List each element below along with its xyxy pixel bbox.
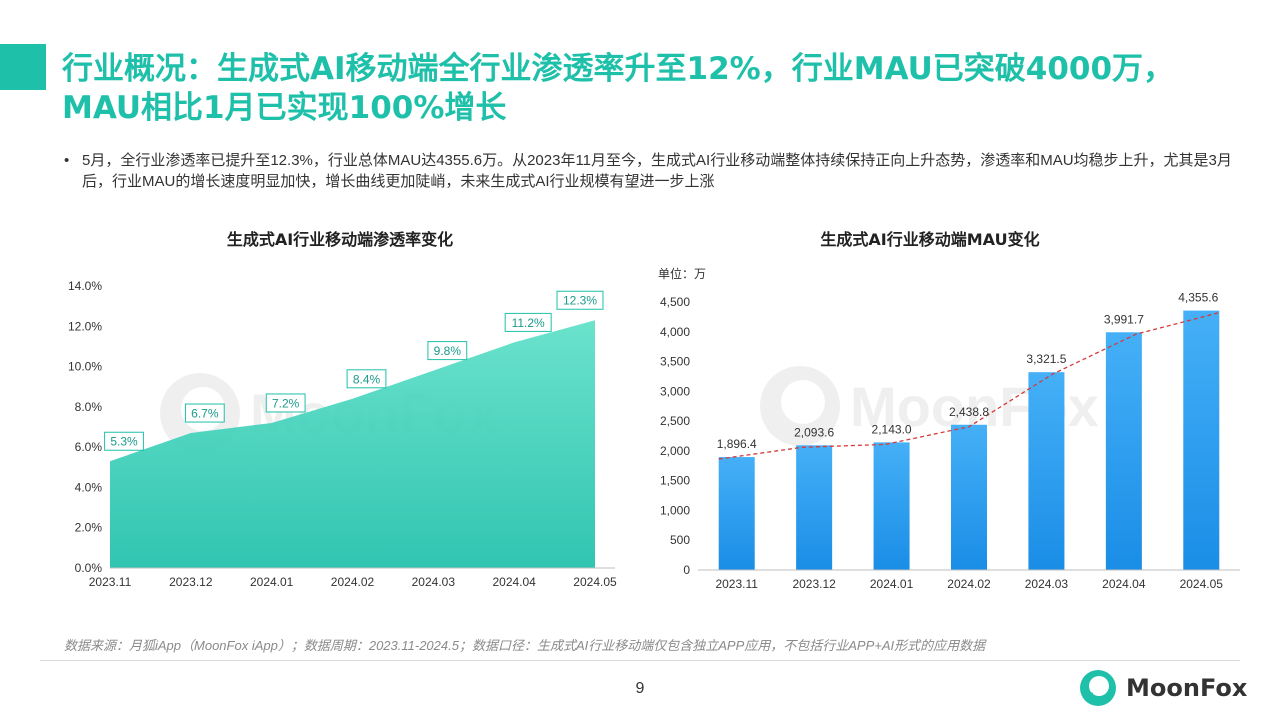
data-label-text: 9.8% (434, 344, 462, 358)
mau-bar-chart: MoonFox单位：万05001,0001,5002,0002,5003,000… (658, 266, 1240, 591)
data-label-text: 6.7% (191, 407, 219, 421)
data-label: 12.3% (556, 290, 604, 310)
y-tick-label: 2,500 (660, 414, 690, 428)
page-title: 行业概况：生成式AI移动端全行业渗透率升至12%，行业MAU已突破4000万，M… (62, 51, 1175, 126)
y-tick-label: 0.0% (75, 561, 103, 575)
mau-bar (796, 445, 833, 570)
mau-bar (873, 442, 910, 570)
unit-label: 单位：万 (658, 266, 706, 281)
y-tick-label: 14.0% (68, 279, 102, 293)
y-tick-label: 4.0% (75, 480, 103, 494)
data-label: 6.7% (184, 403, 225, 423)
x-tick-label: 2023.12 (792, 577, 836, 591)
y-tick-label: 1,000 (660, 503, 690, 517)
x-tick-label: 2023.12 (169, 575, 213, 589)
data-label: 2,438.8 (949, 405, 989, 419)
x-tick-label: 2023.11 (715, 577, 758, 591)
summary-text: 5月，全行业渗透率已提升至12.3%，行业总体MAU达4355.6万。从2023… (82, 152, 1232, 190)
x-tick-label: 2024.05 (1180, 577, 1224, 591)
mau-bar (1028, 372, 1065, 570)
penetration-area-chart: MoonFox0.0%2.0%4.0%6.0%8.0%10.0%12.0%14.… (68, 279, 617, 589)
y-tick-label: 1,500 (660, 474, 690, 488)
y-tick-label: 8.0% (75, 400, 103, 414)
penetration-area (110, 320, 595, 568)
data-label-box (556, 290, 604, 310)
y-tick-label: 6.0% (75, 440, 103, 454)
trend-line (718, 311, 1220, 460)
summary-bullet: • 5月，全行业渗透率已提升至12.3%，行业总体MAU达4355.6万。从20… (64, 150, 1254, 192)
y-tick-label: 3,000 (660, 384, 690, 398)
penetration-chart-title: 生成式AI行业移动端渗透率变化 (226, 230, 454, 249)
mau-bar (1183, 310, 1220, 570)
data-label-text: 12.3% (563, 294, 597, 308)
logo-wordmark: MoonFox (1126, 674, 1248, 702)
footer-divider (40, 660, 1240, 661)
data-label: 3,321.5 (1026, 352, 1066, 366)
data-label: 5.3% (104, 431, 144, 451)
data-label-box (346, 369, 387, 389)
data-label: 4,355.6 (1178, 291, 1218, 305)
data-label: 2,093.6 (794, 425, 834, 439)
data-label-box (504, 312, 552, 332)
y-tick-label: 10.0% (68, 360, 102, 374)
data-source-note: 数据来源：月狐iApp（MoonFox iApp）；数据周期：2023.11-2… (64, 638, 986, 653)
y-tick-label: 3,500 (660, 355, 690, 369)
mau-bar (1105, 332, 1142, 570)
mau-bar (951, 424, 987, 570)
y-tick-label: 12.0% (68, 319, 102, 333)
data-label: 7.2% (265, 393, 306, 413)
y-tick-label: 4,000 (660, 325, 690, 339)
moonfox-logo: MoonFox (1078, 668, 1247, 708)
x-tick-label: 2024.03 (1025, 577, 1069, 591)
data-label: 2,143.0 (872, 422, 912, 436)
data-label-text: 7.2% (272, 396, 300, 410)
x-tick-label: 2024.02 (331, 575, 375, 589)
title-accent-bar (0, 44, 46, 90)
data-label-text: 11.2% (512, 316, 545, 330)
data-label: 11.2% (504, 312, 552, 332)
x-tick-label: 2024.02 (947, 577, 991, 591)
watermark-icon (760, 366, 840, 446)
data-label: 8.4% (346, 369, 387, 389)
x-tick-label: 2024.04 (1102, 577, 1146, 591)
mau-bar (718, 457, 755, 570)
data-label-box (265, 393, 306, 413)
x-tick-label: 2024.01 (870, 577, 914, 591)
data-label-text: 8.4% (353, 372, 381, 386)
bullet-marker: • (64, 152, 70, 169)
data-label-box (184, 403, 225, 423)
data-label-box (104, 431, 144, 451)
y-tick-label: 2.0% (75, 521, 103, 535)
x-tick-label: 2024.01 (250, 575, 294, 589)
x-tick-label: 2023.11 (89, 575, 132, 589)
watermark-icon-inner (781, 380, 825, 424)
y-tick-label: 4,500 (660, 295, 690, 309)
data-label-text: 5.3% (110, 435, 138, 449)
data-label: 3,991.7 (1104, 312, 1144, 326)
data-label-box (427, 341, 468, 361)
moonfox-logo-icon (1080, 670, 1116, 706)
x-tick-label: 2024.03 (412, 575, 456, 589)
y-tick-label: 500 (670, 533, 690, 547)
page-number: 9 (635, 680, 645, 697)
x-tick-label: 2024.05 (573, 575, 617, 589)
data-label: 1,896.4 (717, 437, 757, 451)
data-label: 9.8% (427, 341, 468, 361)
x-tick-label: 2024.04 (492, 575, 536, 589)
mau-chart-title: 生成式AI行业移动端MAU变化 (820, 230, 1040, 249)
y-tick-label: 2,000 (660, 444, 690, 458)
y-tick-label: 0 (683, 563, 690, 577)
